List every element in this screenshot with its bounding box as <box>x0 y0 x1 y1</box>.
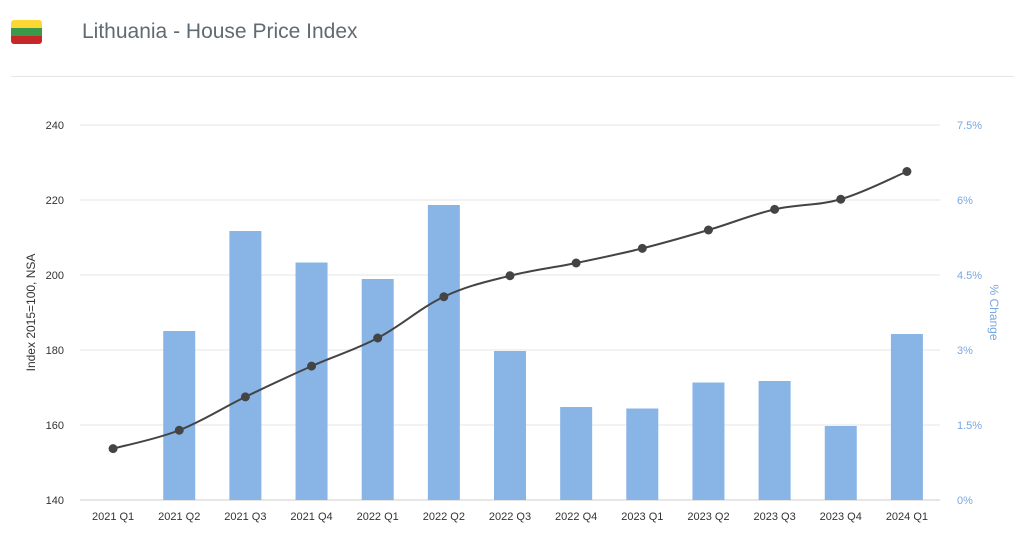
x-tick-label: 2022 Q2 <box>423 511 465 523</box>
bar-2022-q1 <box>361 279 394 500</box>
bar-2021-q2 <box>163 331 196 500</box>
y-right-tick-label: 3% <box>957 345 973 357</box>
page-title: Lithuania - House Price Index <box>82 20 358 43</box>
y-right-tick-label: 7.5% <box>957 120 982 132</box>
x-tick-label: 2021 Q2 <box>158 511 200 523</box>
y-left-axis-title: Index 2015=100, NSA <box>24 254 38 372</box>
bar-2021-q4 <box>295 262 328 500</box>
x-tick-label: 2023 Q2 <box>687 511 729 523</box>
x-tick-label: 2023 Q3 <box>754 511 796 523</box>
index-point-2021-q3 <box>240 392 250 402</box>
index-point-2023-q2 <box>703 225 713 235</box>
index-point-2021-q2 <box>174 425 184 435</box>
y-left-tick-label: 140 <box>46 495 64 507</box>
bar-2023-q4 <box>824 426 857 500</box>
x-tick-label: 2022 Q4 <box>555 511 597 523</box>
x-tick-label: 2022 Q3 <box>489 511 531 523</box>
x-tick-label: 2021 Q4 <box>290 511 332 523</box>
flag-stripe-green <box>11 28 42 36</box>
x-tick-label: 2021 Q3 <box>224 511 266 523</box>
y-right-tick-label: 1.5% <box>957 420 982 432</box>
x-tick-label: 2021 Q1 <box>92 511 134 523</box>
lithuania-flag-icon <box>11 20 42 44</box>
y-right-tick-label: 0% <box>957 495 973 507</box>
index-point-2022-q4 <box>571 258 581 268</box>
index-point-2021-q1 <box>108 444 118 454</box>
y-right-tick-label: 4.5% <box>957 270 982 282</box>
bar-2023-q1 <box>626 408 659 500</box>
bar-2022-q2 <box>427 205 460 500</box>
y-left-tick-label: 160 <box>46 420 64 432</box>
flag-stripe-red <box>11 36 42 44</box>
y-left-tick-label: 240 <box>46 120 64 132</box>
y-left-tick-label: 220 <box>46 195 64 207</box>
index-point-2023-q1 <box>637 243 647 253</box>
y-right-tick-label: 6% <box>957 195 973 207</box>
header-divider <box>11 76 1014 77</box>
bar-2021-q3 <box>229 231 262 500</box>
bar-2024-q1 <box>890 334 923 500</box>
index-point-2021-q4 <box>307 361 317 371</box>
index-point-2022-q3 <box>505 271 515 281</box>
chart-header: Lithuania - House Price Index <box>0 0 1024 76</box>
index-point-2023-q4 <box>836 194 846 204</box>
y-left-tick-label: 200 <box>46 270 64 282</box>
bar-2022-q4 <box>560 407 593 500</box>
y-right-axis-title: % Change <box>987 284 1001 340</box>
x-tick-label: 2024 Q1 <box>886 511 928 523</box>
index-point-2024-q1 <box>902 167 912 176</box>
index-point-2022-q1 <box>373 333 383 343</box>
index-point-2023-q3 <box>770 204 780 214</box>
flag-stripe-yellow <box>11 20 42 28</box>
x-tick-label: 2022 Q1 <box>357 511 399 523</box>
x-tick-label: 2023 Q4 <box>820 511 862 523</box>
bar-2023-q2 <box>692 382 725 500</box>
index-point-2022-q2 <box>439 292 449 302</box>
bar-2023-q3 <box>758 381 791 500</box>
y-left-tick-label: 180 <box>46 345 64 357</box>
x-tick-label: 2023 Q1 <box>621 511 663 523</box>
bar-2022-q3 <box>494 351 526 500</box>
